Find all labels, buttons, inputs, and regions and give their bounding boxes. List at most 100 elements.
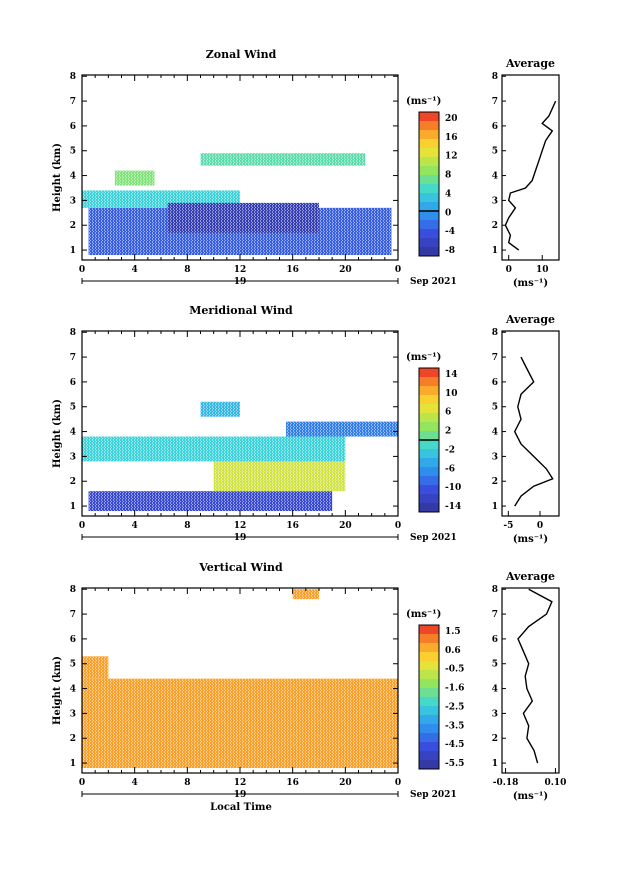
colorbar-segment (419, 184, 439, 194)
colorbar-segment (419, 413, 439, 423)
average-y-tick-label: 1 (492, 759, 498, 769)
average-title: Average (505, 570, 555, 583)
average-y-tick-label: 3 (492, 709, 498, 719)
colorbar-segment (419, 458, 439, 468)
colorbar-segment (419, 220, 439, 230)
average-x-axis-label: (ms⁻¹) (513, 791, 548, 802)
colorbar-segment (419, 643, 439, 653)
average-profile: Average 1 2 3 4 5 6 7 8 -5 0 (ms⁻¹) (492, 313, 560, 545)
heatmap-band-texture (292, 589, 319, 600)
colorbar-segment (419, 247, 439, 257)
y-axis: 1 2 3 4 5 6 7 8 Height (km) (52, 328, 398, 512)
heatmap-bands (82, 153, 392, 256)
x-tick-label: 0 (395, 265, 401, 275)
colorbar-segment (419, 485, 439, 495)
y-tick-label: 3 (70, 196, 76, 206)
colorbar-tick-label: -8 (445, 246, 455, 256)
colorbar-tick-label: -6 (445, 464, 455, 474)
average-profile: Average 1 2 3 4 5 6 7 8 -0.18 0.10 (ms⁻¹) (492, 570, 567, 802)
colorbar-segment (419, 449, 439, 459)
average-x-tick-label: 0 (506, 265, 512, 275)
colorbar-tick-label: 10 (445, 389, 458, 399)
colorbar-segment (419, 404, 439, 414)
x-tick-label: 4 (132, 265, 138, 275)
date-bar: 19 Sep 2021 (81, 277, 457, 287)
colorbar-tick-label: 4 (445, 189, 451, 199)
average-title: Average (505, 313, 555, 326)
colorbar-segment (419, 193, 439, 203)
average-y-tick-label: 8 (492, 328, 498, 338)
x-axis: 0 4 8 12 16 20 0 (79, 588, 401, 788)
colorbar-tick-label: 16 (445, 133, 458, 143)
colorbar-segment (419, 661, 439, 671)
heatmap-band-texture (114, 170, 155, 186)
y-tick-label: 7 (70, 353, 76, 363)
colorbar-segment (419, 431, 439, 441)
colorbar-segment (419, 148, 439, 158)
y-tick-label: 2 (70, 221, 76, 231)
colorbar-tick-label: -14 (445, 502, 461, 512)
x-tick-label: 4 (132, 521, 138, 531)
date-label: Sep 2021 (410, 277, 457, 287)
x-tick-label: 8 (184, 521, 190, 531)
colorbar-tick-label: -2 (445, 445, 455, 455)
x-tick-label: 20 (339, 778, 352, 788)
heatmap-band-texture (200, 153, 366, 166)
average-y-tick-label: 8 (492, 72, 498, 82)
colorbar-tick-label: -0.5 (445, 665, 464, 675)
y-axis-label: Height (km) (52, 399, 63, 468)
date-label: Sep 2021 (410, 533, 457, 543)
colorbar-segment (419, 697, 439, 707)
heatmap-band-texture (286, 421, 398, 437)
average-x-axis-label: (ms⁻¹) (513, 278, 548, 289)
y-tick-label: 6 (70, 635, 76, 645)
x-tick-label: 12 (234, 778, 247, 788)
average-x-tick-label: -5 (503, 521, 513, 531)
y-tick-label: 3 (70, 452, 76, 462)
colorbar-segment (419, 634, 439, 644)
x-tick-label: 16 (286, 521, 299, 531)
x-axis-label: Local Time (210, 802, 272, 813)
x-tick-label: 0 (79, 265, 85, 275)
x-tick-label: 4 (132, 778, 138, 788)
colorbar-segment (419, 175, 439, 185)
date-bar: 19 Sep 2021 (81, 533, 457, 543)
colorbar-segment (419, 742, 439, 752)
colorbar: (ms⁻¹) 14 10 6 2 -2 -6 -10 -14 (406, 352, 461, 513)
colorbar-tick-label: -5.5 (445, 759, 464, 769)
chart-title: Meridional Wind (189, 304, 293, 317)
y-axis: 1 2 3 4 5 6 7 8 Height (km) (52, 72, 398, 256)
average-profile: Average 1 2 3 4 5 6 7 8 0 10 (ms⁻¹) (492, 57, 560, 289)
colorbar-unit: (ms⁻¹) (406, 352, 441, 363)
colorbar-segment (419, 166, 439, 176)
heatmap-band-texture (82, 678, 398, 769)
y-tick-label: 4 (70, 428, 76, 438)
x-tick-label: 0 (395, 521, 401, 531)
colorbar-segment (419, 679, 439, 689)
average-y-tick-label: 3 (492, 452, 498, 462)
colorbar-tick-label: -4.5 (445, 740, 464, 750)
colorbar-segment (419, 130, 439, 140)
y-tick-label: 3 (70, 709, 76, 719)
colorbar-segment (419, 157, 439, 167)
average-y-tick-label: 4 (492, 428, 498, 438)
y-tick-label: 1 (70, 502, 76, 512)
average-profile-line (513, 356, 554, 507)
average-x-axis-label: (ms⁻¹) (513, 534, 548, 545)
y-tick-label: 7 (70, 610, 76, 620)
heatmap-bands (82, 589, 398, 769)
x-tick-label: 0 (79, 521, 85, 531)
colorbar: (ms⁻¹) 1.5 0.6 -0.5 -1.6 -2.5 -3.5 -4.5 -5.5 (406, 609, 464, 770)
y-axis-label: Height (km) (52, 656, 63, 725)
colorbar-segment (419, 377, 439, 387)
y-tick-label: 4 (70, 172, 76, 182)
colorbar-tick-label: 8 (445, 171, 451, 181)
average-y-tick-label: 7 (492, 610, 498, 620)
average-y-tick-label: 2 (492, 477, 498, 487)
date-label: Sep 2021 (410, 790, 457, 800)
colorbar-segment (419, 751, 439, 761)
colorbar-segment (419, 503, 439, 513)
average-y-tick-label: 6 (492, 122, 498, 132)
